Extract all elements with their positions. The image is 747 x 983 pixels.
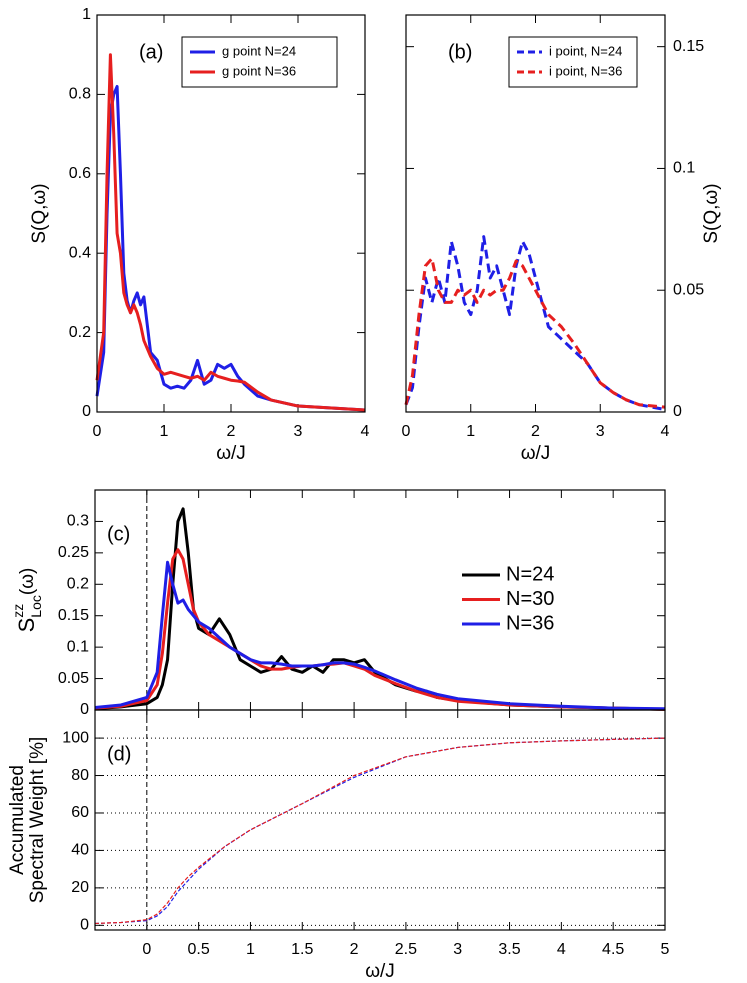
data-line [94,560,666,711]
legend-label: N=36 [506,612,554,634]
data-line [94,548,666,711]
plot-frame [405,14,666,413]
x-tick-label: 3 [453,941,462,958]
legend-label: g point N=24 [222,43,296,58]
legend-label: N=30 [506,588,554,610]
legend-label: g point N=36 [222,63,296,78]
data-line [95,53,366,412]
y-axis-label: S(Q,ω) [701,183,722,243]
x-axis-label: ω/J [365,961,395,982]
x-axis-label: ω/J [521,443,551,464]
x-tick-label: 3 [596,423,605,440]
data-line [404,235,666,412]
plot-frame [96,14,366,413]
data-line [94,507,666,711]
y-tick-label: 0.3 [67,513,89,530]
y-axis-label: Spectral Weight [%] [27,737,48,904]
y-tick-label: 0.15 [673,38,704,55]
x-tick-label: 1 [466,423,475,440]
y-tick-label: 0.05 [673,281,704,298]
x-tick-label: 1.5 [291,941,313,958]
y-axis-label: S(Q,ω) [29,183,50,243]
y-axis-label: Accumulated [7,765,28,875]
legend-frame [181,36,338,88]
legend-label: i point, N=36 [549,63,622,78]
panel: 0 0.5 1 1.5 2 2.5 3 3.5 4 4.5 5 0 20 40 60 80 100 (d) ω/J A… [7,709,670,982]
y-axis-label-part: zz [10,604,26,618]
x-tick-label: 0.5 [188,941,210,958]
y-axis-label-part: S [14,618,39,633]
x-tick-label: 2.5 [395,941,417,958]
x-tick-label: 2 [531,423,540,440]
y-tick-label: 20 [71,879,89,896]
x-tick-label: 5 [661,941,670,958]
plot-frame [94,709,666,931]
legend-label: i point, N=24 [549,43,622,58]
x-tick-label: 4 [361,423,370,440]
panel-label: (d) [107,743,131,765]
panel: 0 0.05 0.1 0.15 0.2 0.25 0.3 (c) N=24 N=30N=36 Szz… [10,489,666,718]
x-tick-label: 1 [160,423,169,440]
y-tick-label: 40 [71,842,89,859]
y-tick-label: 1 [82,6,91,23]
panel-label: (b) [448,41,472,63]
y-tick-label: 0 [673,403,682,420]
x-tick-label: 0 [142,941,151,958]
panel: 0 1 2 3 4 0 0.2 0.4 0.6 0.8 1 (a) g point N=24 g poin… [29,6,370,464]
y-tick-label: 100 [62,729,89,746]
panel: 0 1 2 3 400.050.10.15(b) i point, N=24i point… [402,14,722,464]
x-tick-label: 3.5 [498,941,520,958]
y-tick-label: 0 [82,403,91,420]
y-tick-label: 0.1 [673,160,695,177]
panel-label: (a) [139,41,163,63]
x-tick-label: 1 [246,941,255,958]
y-tick-label: 0.25 [58,544,89,561]
data-line [94,737,666,925]
y-tick-label: 0.05 [58,670,89,687]
data-line [94,737,666,925]
x-tick-label: 0 [402,423,411,440]
y-tick-label: 0.2 [67,576,89,593]
data-line [404,257,666,409]
y-tick-label: 0.2 [69,324,91,341]
y-tick-label: 80 [71,767,89,784]
x-tick-label: 3 [294,423,303,440]
y-tick-label: 60 [71,804,89,821]
legend-label: N=24 [506,563,554,585]
y-tick-label: 0 [80,917,89,934]
panel-label: (c) [107,523,130,545]
y-axis-label-part: (ω) [17,568,38,596]
x-tick-label: 2 [227,423,236,440]
y-tick-label: 0.4 [69,244,91,261]
x-tick-label: 2 [350,941,359,958]
y-tick-label: 0.6 [69,165,91,182]
legend-frame [508,36,638,88]
y-axis-label: Szz Loc(ω) [10,568,44,633]
x-tick-label: 4 [661,423,670,440]
x-tick-label: 4 [557,941,566,958]
y-tick-label: 0.15 [58,607,89,624]
data-line [95,84,366,412]
x-tick-label: 0 [93,423,102,440]
y-axis-label-part: Loc [28,595,44,618]
y-tick-label: 0.8 [69,86,91,103]
y-tick-label: 0 [80,701,89,718]
x-tick-label: 4.5 [602,941,624,958]
y-tick-label: 0.1 [67,638,89,655]
x-axis-label: ω/J [216,443,246,464]
